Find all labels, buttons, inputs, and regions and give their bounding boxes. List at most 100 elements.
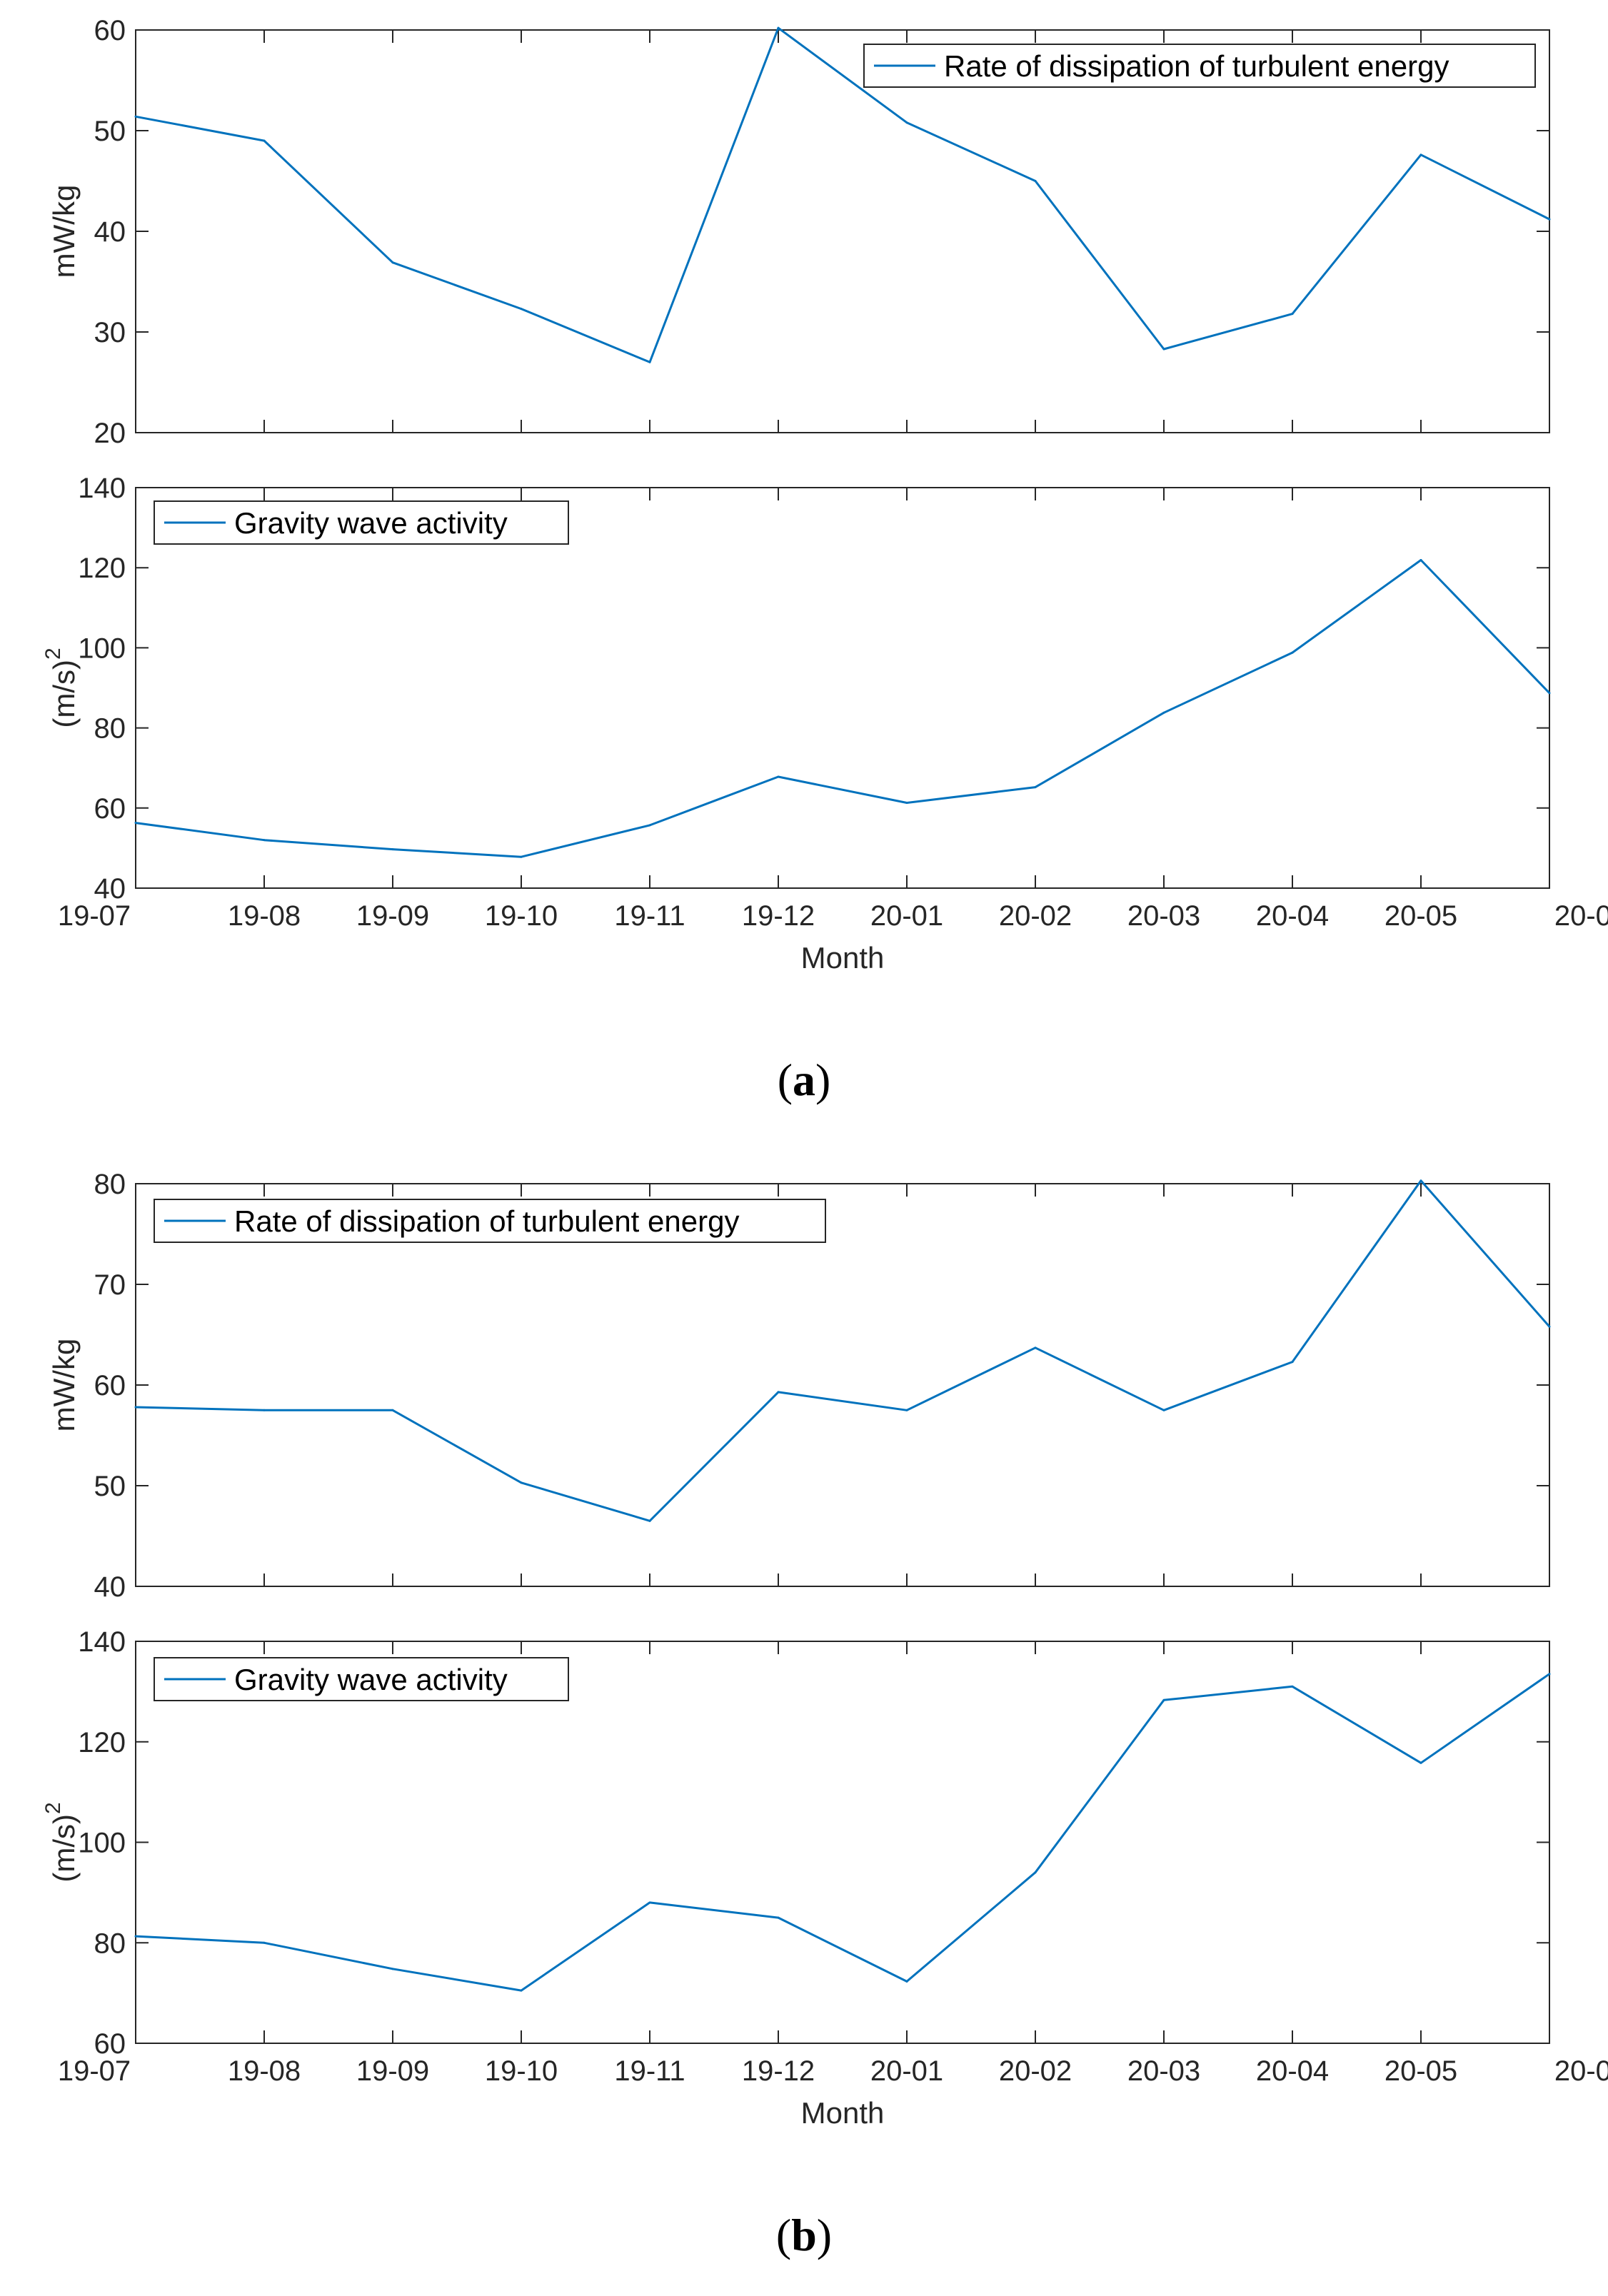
axes-box: [135, 1183, 1550, 1587]
x-tick-label: 20-05: [1385, 2055, 1457, 2087]
axes-box: [135, 1641, 1550, 2044]
x-tick-label: 20-06: [1554, 900, 1608, 932]
legend: Rate of dissipation of turbulent energy: [863, 44, 1536, 88]
y-tick-label: 100: [78, 1828, 126, 1859]
data-point: [263, 1941, 266, 1944]
x-tick-label: 20-01: [870, 900, 943, 932]
data-point: [777, 775, 780, 778]
y-tick-label: 80: [94, 1928, 126, 1959]
chart-panel-4: 60 80 100 120 140 19-07 19-08 19-09 19-10 19-11 19…: [41, 1626, 1608, 2130]
axes-box: [135, 29, 1550, 433]
legend: Gravity wave activity: [154, 1657, 569, 1701]
y-tick-label: 60: [94, 793, 126, 825]
x-tick-label: 19-10: [485, 900, 558, 932]
y-tick-label: 140: [78, 1626, 126, 1658]
x-tick-label: 20-02: [999, 900, 1072, 932]
x-tick-label: 19-08: [228, 900, 301, 932]
data-point: [1291, 651, 1294, 654]
data-point: [777, 26, 780, 29]
y-tick-label: 30: [94, 317, 126, 348]
y-axis-label-superscript: 2: [41, 648, 65, 660]
y-tick-label: 100: [78, 633, 126, 664]
data-point: [905, 1980, 908, 1983]
y-tick-label: 40: [94, 1571, 126, 1603]
x-tick-label: 19-09: [356, 900, 429, 932]
data-point: [134, 115, 137, 118]
data-point: [777, 1391, 780, 1394]
data-point: [134, 822, 137, 825]
data-point: [777, 1916, 780, 1919]
y-tick-label: 40: [94, 873, 126, 905]
data-point: [1291, 313, 1294, 316]
data-point: [1419, 1179, 1422, 1182]
data-point: [134, 1406, 137, 1409]
y-tick-label: 120: [78, 553, 126, 584]
y-tick-label: 40: [94, 216, 126, 248]
data-point: [1419, 153, 1422, 156]
data-point: [905, 802, 908, 805]
y-tick-label: 120: [78, 1727, 126, 1758]
data-point: [134, 1935, 137, 1938]
data-point: [1291, 1361, 1294, 1364]
series-line: [135, 1179, 1551, 1522]
data-point: [905, 1409, 908, 1411]
data-point: [520, 1989, 523, 1992]
caption-b: (b): [776, 2210, 832, 2260]
x-tick-label: 20-05: [1385, 900, 1457, 932]
data-point: [1162, 711, 1165, 714]
chart-panel-3: 40 50 60 70 80 mW/kg Rate of dissipation of tu…: [47, 1169, 1551, 1603]
legend: Gravity wave activity: [154, 500, 569, 545]
y-tick-label: 80: [94, 713, 126, 745]
x-tick-label: 20-02: [999, 2055, 1072, 2087]
legend-label: Gravity wave activity: [234, 506, 508, 540]
y-axis-label: mW/kg: [47, 185, 81, 278]
x-tick-label: 20-03: [1127, 2055, 1200, 2087]
data-point: [905, 121, 908, 124]
y-tick-label: 50: [94, 1471, 126, 1502]
data-point: [1419, 1761, 1422, 1764]
data-point: [263, 139, 266, 142]
x-axis-label: Month: [801, 2096, 885, 2130]
y-tick-label: 50: [94, 116, 126, 147]
data-point: [520, 1481, 523, 1484]
data-point: [391, 1409, 394, 1411]
y-tick-label: 80: [94, 1169, 126, 1200]
x-tick-label: 20-01: [870, 2055, 943, 2087]
y-tick-label: 60: [94, 1370, 126, 1401]
data-point: [391, 1968, 394, 1970]
data-point: [263, 839, 266, 842]
x-tick-label: 19-10: [485, 2055, 558, 2087]
series-line: [135, 26, 1550, 363]
x-tick-label: 20-03: [1127, 900, 1200, 932]
data-point: [1162, 1698, 1165, 1701]
data-point: [648, 361, 651, 363]
data-point: [1548, 1673, 1551, 1676]
data-point: [1034, 1346, 1037, 1349]
data-point: [1034, 180, 1037, 182]
data-point: [1034, 786, 1037, 789]
x-tick-label: 19-12: [742, 2055, 815, 2087]
chart-panels: 20 30 40 50 60 mW/kg Rate of dissipation of tu…: [41, 15, 1608, 2130]
data-point: [391, 848, 394, 851]
caption-a: (a): [778, 1054, 831, 1105]
y-tick-label: 70: [94, 1269, 126, 1301]
x-tick-label: 20-04: [1256, 900, 1329, 932]
data-point: [648, 1519, 651, 1522]
y-axis-label: mW/kg: [47, 1339, 81, 1432]
y-tick-label: 60: [94, 2028, 126, 2060]
x-tick-label: 19-12: [742, 900, 815, 932]
legend-box: [154, 1199, 826, 1243]
series-line: [135, 1673, 1550, 1992]
data-point: [1291, 1685, 1294, 1688]
data-point: [648, 1901, 651, 1904]
data-point: [1548, 692, 1551, 695]
x-axis-label: Month: [801, 941, 885, 975]
data-point: [1419, 559, 1422, 562]
legend-box: [863, 44, 1536, 88]
data-point: [520, 855, 523, 858]
y-axis-label: (m/s)2: [41, 648, 81, 727]
chart-panel-1: 20 30 40 50 60 mW/kg Rate of dissipation of tu…: [47, 15, 1551, 449]
y-axis-label: (m/s)2: [41, 1802, 81, 1882]
chart-panel-2: 40 60 80 100 120 140 19-07 19-08 19-09 19-10 19-11…: [41, 473, 1608, 975]
